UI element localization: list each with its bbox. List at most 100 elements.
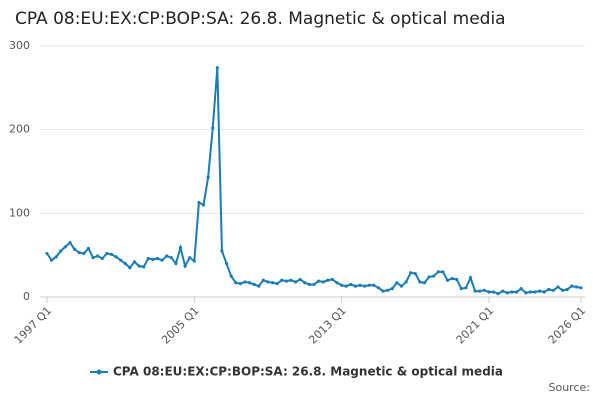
source: Source:	[549, 381, 591, 394]
point	[409, 271, 413, 275]
x-tick-label: 2005 Q1	[159, 304, 202, 347]
point	[386, 288, 390, 292]
point	[293, 280, 298, 284]
point	[363, 284, 367, 288]
point	[146, 256, 150, 261]
point	[261, 278, 265, 282]
point	[376, 286, 381, 290]
point	[234, 281, 238, 285]
point	[395, 281, 399, 285]
point	[436, 270, 440, 274]
point	[321, 280, 325, 284]
point	[50, 258, 54, 262]
point	[565, 287, 569, 292]
point	[514, 290, 519, 294]
point	[335, 281, 339, 285]
point	[330, 277, 335, 282]
point	[266, 280, 270, 284]
point	[206, 175, 210, 179]
point	[524, 291, 528, 295]
point	[123, 261, 127, 266]
point	[275, 282, 279, 286]
point	[422, 281, 427, 285]
point	[542, 290, 546, 294]
point	[137, 264, 141, 268]
point	[455, 277, 459, 282]
point	[201, 203, 206, 207]
point	[404, 280, 408, 284]
point	[165, 254, 169, 258]
point	[109, 252, 114, 256]
series-line	[46, 67, 582, 295]
point	[160, 258, 164, 262]
x-tick-label: 1997 Q1	[12, 304, 55, 347]
point	[243, 280, 247, 284]
point	[252, 282, 256, 287]
point	[247, 281, 252, 285]
point	[96, 254, 100, 258]
point	[326, 278, 330, 282]
point	[464, 286, 468, 290]
point	[155, 256, 160, 261]
point	[491, 290, 496, 294]
point	[303, 281, 307, 285]
point	[224, 261, 229, 266]
point	[82, 251, 86, 256]
point	[372, 283, 376, 287]
point	[344, 284, 348, 288]
point	[390, 287, 394, 291]
point	[128, 266, 132, 270]
point	[340, 283, 344, 287]
point	[59, 249, 63, 253]
point	[556, 285, 560, 289]
point	[528, 290, 532, 294]
point	[510, 290, 514, 294]
point	[54, 255, 58, 259]
point	[459, 287, 463, 291]
point	[482, 288, 486, 292]
point	[574, 285, 578, 289]
point	[105, 251, 109, 256]
point	[427, 275, 431, 279]
y-tick-label: 0	[23, 290, 30, 303]
point	[211, 126, 215, 130]
point	[280, 278, 284, 282]
point	[86, 246, 91, 251]
point	[220, 249, 224, 253]
point	[229, 274, 233, 278]
legend-marker	[96, 369, 102, 375]
point	[367, 283, 371, 287]
point	[197, 200, 201, 205]
point	[270, 281, 275, 285]
chart-title: CPA 08:EU:EX:CP:BOP:SA: 26.8. Magnetic &…	[15, 9, 506, 29]
x-tick-label: 2021 Q1	[454, 304, 497, 347]
point	[432, 274, 436, 278]
point	[441, 270, 445, 274]
point	[174, 261, 178, 266]
point	[533, 290, 537, 294]
point	[289, 278, 293, 282]
point	[519, 287, 523, 291]
point	[579, 286, 583, 290]
point	[77, 251, 81, 255]
x-tick-label: 2026 Q1	[546, 304, 589, 347]
point	[353, 284, 358, 288]
point	[298, 277, 302, 282]
x-tick-label: 2013 Q1	[306, 304, 349, 347]
point	[257, 284, 261, 288]
point	[45, 251, 49, 256]
point	[418, 280, 422, 284]
point	[445, 278, 450, 282]
point	[91, 256, 95, 260]
point	[183, 264, 187, 268]
point	[468, 276, 473, 280]
point	[501, 289, 505, 293]
legend-label: CPA 08:EU:EX:CP:BOP:SA: 26.8. Magnetic &…	[113, 365, 503, 379]
point	[413, 271, 417, 276]
point	[238, 282, 242, 286]
point	[487, 290, 491, 294]
point	[63, 245, 68, 249]
point	[547, 287, 551, 292]
point	[450, 276, 454, 281]
